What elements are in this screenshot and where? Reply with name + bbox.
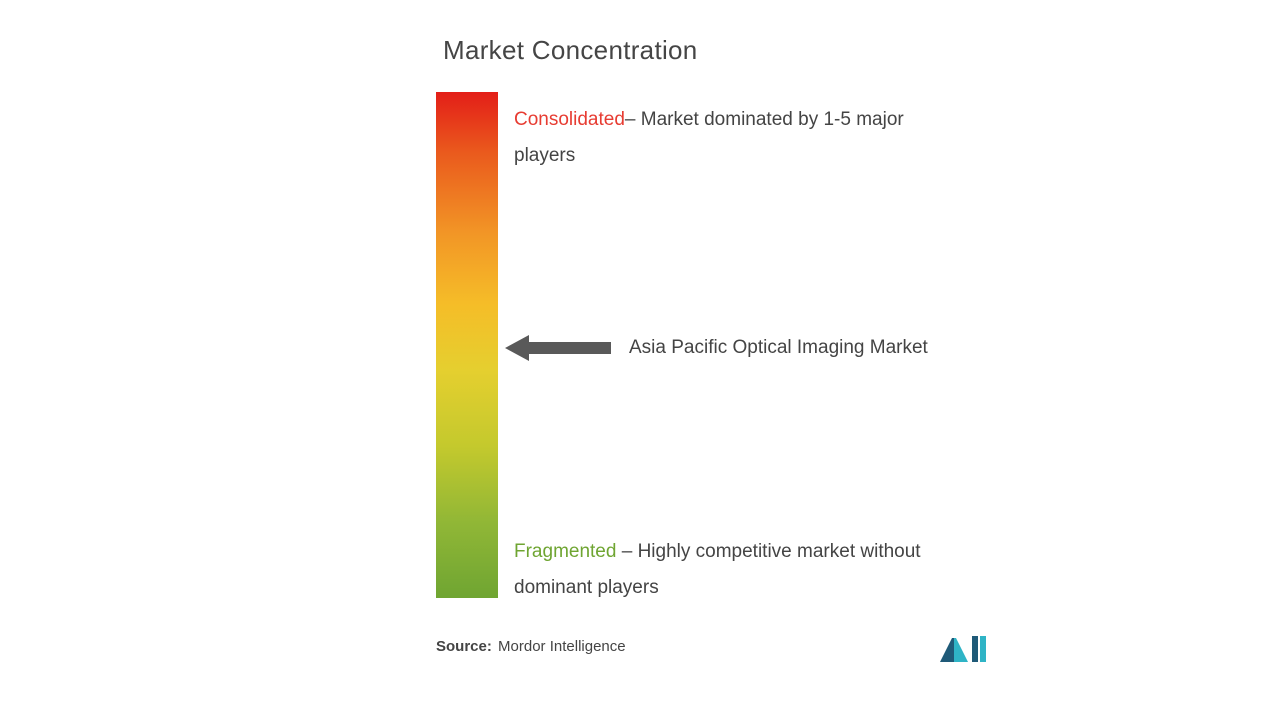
market-name-label: Asia Pacific Optical Imaging Market — [629, 337, 928, 359]
market-position-marker: Asia Pacific Optical Imaging Market — [505, 333, 928, 363]
fragmented-label: Fragmented – Highly competitive market w… — [514, 534, 984, 606]
fragmented-keyword: Fragmented — [514, 541, 616, 562]
mordor-logo-icon — [940, 634, 988, 662]
arrow-left-icon — [505, 333, 611, 363]
consolidated-label: Consolidated– Market dominated by 1-5 ma… — [514, 102, 954, 174]
source-name: Mordor Intelligence — [498, 638, 626, 655]
consolidated-keyword: Consolidated — [514, 109, 625, 130]
concentration-gradient-bar — [436, 92, 498, 598]
source-label: Source: — [436, 638, 492, 655]
chart-title: Market Concentration — [443, 35, 698, 66]
source-attribution: Source: Mordor Intelligence — [436, 638, 626, 655]
chart-container: Market Concentration Consolidated– Marke… — [0, 0, 1280, 720]
